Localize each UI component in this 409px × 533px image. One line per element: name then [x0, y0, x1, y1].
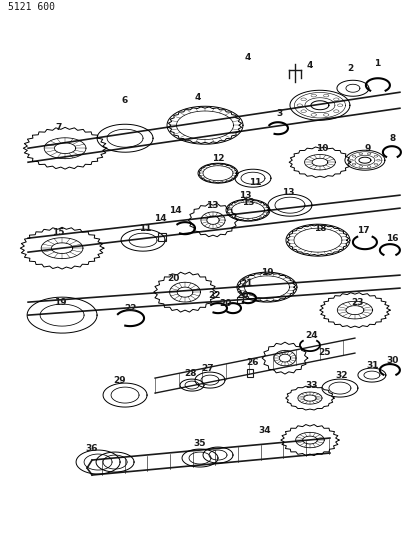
- Text: 21: 21: [240, 279, 253, 288]
- Text: 11: 11: [248, 177, 261, 187]
- Text: 9: 9: [364, 144, 370, 153]
- Text: 24: 24: [305, 330, 317, 340]
- Text: 8: 8: [389, 134, 395, 143]
- Text: 12: 12: [211, 154, 224, 163]
- Text: 11: 11: [138, 224, 151, 233]
- Text: 29: 29: [113, 376, 126, 385]
- Text: 27: 27: [201, 364, 214, 373]
- Text: 18: 18: [313, 224, 326, 233]
- Text: 20: 20: [235, 290, 247, 300]
- Text: 19: 19: [260, 268, 273, 277]
- Text: 3: 3: [276, 109, 282, 118]
- Bar: [246, 369, 252, 377]
- Text: 32: 32: [335, 370, 347, 379]
- Text: 1: 1: [373, 59, 379, 68]
- Text: 22: 22: [208, 290, 221, 300]
- Text: 7: 7: [55, 123, 61, 132]
- Text: 4: 4: [244, 53, 251, 62]
- Text: 5121 600: 5121 600: [8, 2, 55, 12]
- Text: 2: 2: [346, 64, 352, 73]
- Text: 17: 17: [356, 225, 369, 235]
- Text: 6: 6: [121, 96, 128, 105]
- Text: 33: 33: [305, 381, 317, 390]
- Text: 20: 20: [218, 298, 231, 308]
- Text: 25: 25: [318, 348, 330, 357]
- Text: 15: 15: [52, 228, 64, 237]
- Text: 20: 20: [166, 273, 179, 282]
- Text: 23: 23: [351, 297, 363, 306]
- Text: 16: 16: [385, 233, 397, 243]
- Text: 13: 13: [205, 201, 218, 209]
- Text: 14: 14: [153, 214, 166, 223]
- Text: 19: 19: [54, 297, 66, 306]
- Text: 28: 28: [183, 369, 196, 377]
- Text: 4: 4: [306, 61, 312, 70]
- Text: 14: 14: [168, 206, 181, 215]
- Text: 22: 22: [124, 304, 136, 313]
- Bar: [236, 297, 243, 303]
- Text: 35: 35: [193, 439, 206, 448]
- Text: 31: 31: [366, 361, 378, 369]
- Text: 13: 13: [281, 188, 294, 197]
- Text: 34: 34: [258, 425, 271, 434]
- Text: 4: 4: [194, 93, 201, 102]
- Text: 13: 13: [238, 191, 251, 200]
- Text: 26: 26: [246, 358, 258, 367]
- Bar: [157, 233, 166, 241]
- Text: 30: 30: [386, 356, 398, 365]
- Text: 10: 10: [315, 144, 327, 153]
- Text: 36: 36: [85, 443, 98, 453]
- Text: 13: 13: [241, 198, 254, 207]
